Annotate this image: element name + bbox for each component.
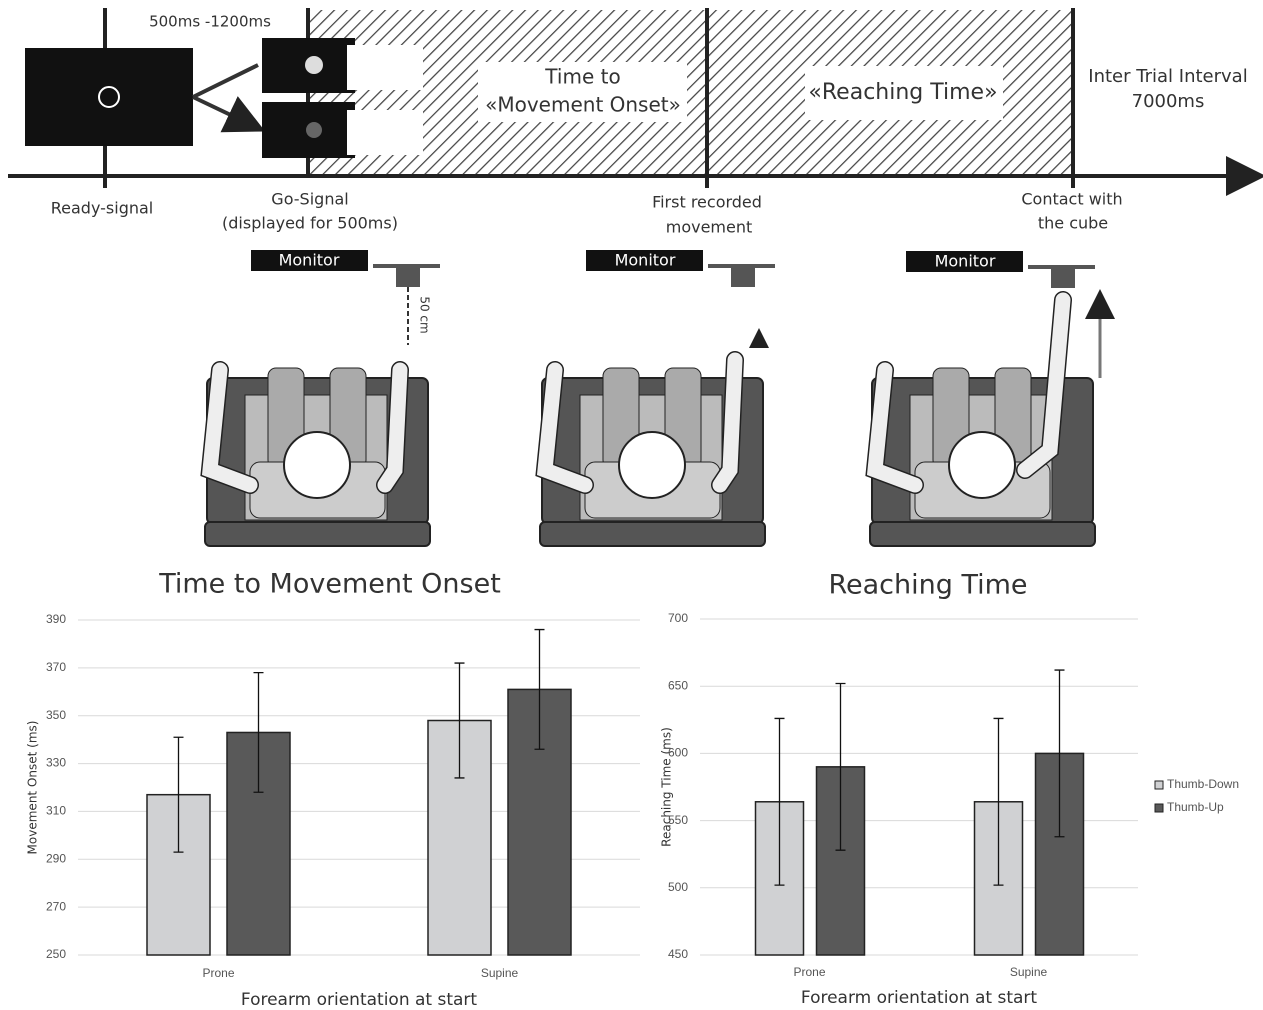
phase-label: «Movement Onset» [485,93,681,117]
error-bar [774,717,785,886]
chart-title: Time to Movement Onset [158,569,501,600]
event-label: (displayed for 500ms) [222,214,398,233]
y-tick-label: 390 [46,612,66,626]
y-tick-label: 600 [668,746,688,760]
go-dot [305,56,323,74]
go-dot [306,122,322,138]
legend-label: Thumb-Up [1167,800,1224,814]
monitor-label: Monitor [279,251,340,270]
setup [865,251,1115,547]
hand-image [347,45,423,90]
error-bar [253,671,264,793]
y-tick-label: 290 [46,851,66,865]
timeline: 500ms -1200ms Time to «Movement Onset» «… [8,8,1263,237]
legend-swatch [1154,803,1164,813]
label-box [805,66,1003,120]
distance-label: 50 cm [418,296,432,333]
delay-label: 500ms -1200ms [149,13,271,31]
phase-label: 7000ms [1132,91,1205,112]
monitor-label: Monitor [615,251,676,270]
setup: Monitor 50 cm [200,250,440,547]
legend-swatch [1154,780,1164,790]
event-label: movement [666,218,753,237]
event-label: the cube [1038,214,1108,233]
fixation [98,86,120,108]
x-tick-label: Prone [793,965,825,979]
arrow [192,63,258,128]
y-tick-label: 650 [668,678,688,692]
phase-label: Time to [544,65,620,89]
x-tick-label: Prone [202,966,234,980]
y-tick-label: 450 [668,947,688,961]
x-tick-label: Supine [481,966,519,980]
chart-title: Reaching Time [828,570,1027,601]
y-tick-label: 250 [46,947,66,961]
hand-image [347,110,423,155]
y-tick-label: 330 [46,756,66,770]
y-tick-label: 370 [46,660,66,674]
event-label: Contact with [1021,190,1122,209]
error-bar [534,628,545,750]
y-axis-label: Movement Onset (ms) [26,721,40,855]
error-bar [173,736,184,853]
setups: Monitor Monitor [535,250,1115,547]
label-box [478,62,687,122]
y-tick-label: 550 [668,813,688,827]
ready-screen [25,48,193,146]
monitor-label: Monitor [935,252,996,271]
bar [1034,752,1085,956]
error-bar [454,662,465,779]
y-tick-label: 350 [46,708,66,722]
phase-label: Inter Trial Interval [1088,66,1247,87]
setup [535,250,775,547]
y-tick-label: 270 [46,899,66,913]
event-label: Ready-signal [51,199,154,218]
y-axis-label: Reaching Time (ms) [660,727,674,847]
event-label: Go-Signal [271,190,348,209]
y-tick-label: 700 [668,611,688,625]
phase-label: «Reaching Time» [808,80,997,105]
x-axis-label: Forearm orientation at start [801,988,1038,1008]
error-bar [993,717,1004,886]
event-label: First recorded [652,193,762,212]
x-tick-label: Supine [1010,965,1048,979]
error-bar [1054,669,1065,838]
error-bar [835,682,846,851]
y-tick-label: 310 [46,804,66,818]
x-axis-label: Forearm orientation at start [241,990,478,1010]
legend-label: Thumb-Down [1167,777,1239,791]
y-tick-label: 500 [668,880,688,894]
